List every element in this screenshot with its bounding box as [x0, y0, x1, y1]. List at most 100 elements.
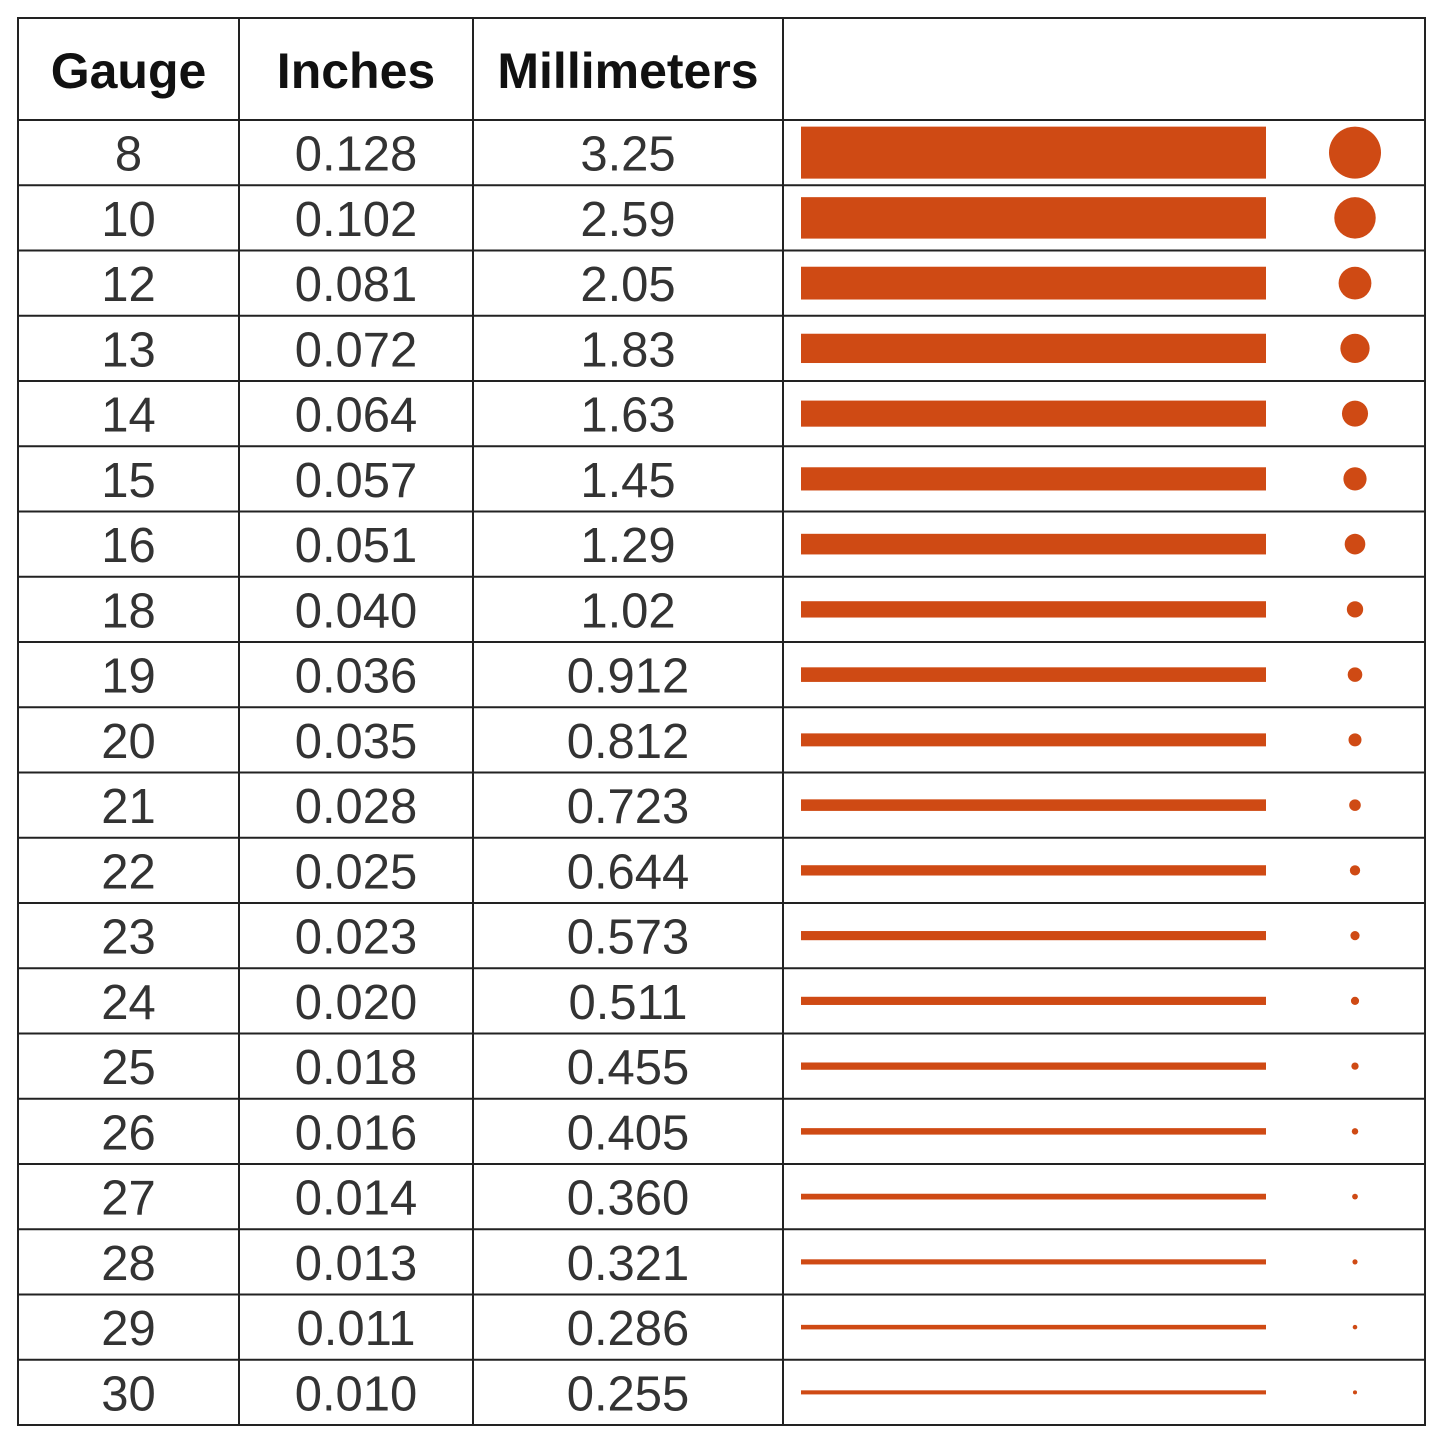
table-cell: 0.405 — [567, 1106, 690, 1160]
wire-dot — [1350, 996, 1360, 1005]
wire-dot — [1352, 1193, 1358, 1200]
table-cell: 0.255 — [567, 1367, 690, 1421]
table-cell: 0.011 — [297, 1302, 416, 1356]
wire-dot — [1344, 533, 1366, 555]
wire-dot — [1348, 733, 1362, 747]
table-cell: 12 — [101, 258, 156, 312]
table-cell: 8 — [115, 128, 142, 182]
table-cell: 1.45 — [580, 454, 675, 508]
table-cell: 0.723 — [567, 780, 690, 834]
wire-bar — [801, 1324, 1266, 1330]
table-cell: 0.020 — [295, 976, 418, 1030]
wire-dot — [1329, 126, 1381, 179]
table-cell: 0.018 — [295, 1041, 418, 1095]
wire-bar — [801, 996, 1266, 1005]
table-cell: 26 — [101, 1106, 156, 1160]
table-cell: 25 — [101, 1041, 156, 1095]
table-cell: 3.25 — [580, 128, 675, 182]
wire-dot — [1352, 1390, 1358, 1395]
table-cell: 2.59 — [580, 193, 675, 247]
table-cell: 23 — [101, 911, 156, 965]
wire-bar — [801, 799, 1266, 811]
wire-dot — [1340, 333, 1370, 364]
column-header: Millimeters — [497, 43, 758, 99]
table-cell: 0.321 — [567, 1237, 690, 1291]
table-cell: 0.013 — [295, 1237, 418, 1291]
table-cell: 0.912 — [567, 650, 690, 704]
table-cell: 30 — [101, 1367, 156, 1421]
table-cell: 1.63 — [580, 389, 675, 443]
table-cell: 0.286 — [567, 1302, 690, 1356]
table-cell: 1.83 — [580, 323, 675, 377]
wire-bar — [801, 1390, 1266, 1395]
column-header: Gauge — [51, 43, 207, 99]
table-cell: 0.360 — [567, 1172, 690, 1226]
column-header: Inches — [277, 43, 435, 99]
table-cell: 0.102 — [295, 193, 418, 247]
table-cell: 2.05 — [580, 258, 675, 312]
wire-dot — [1350, 931, 1360, 941]
table-cell: 13 — [101, 323, 156, 377]
wire-bar — [801, 467, 1266, 491]
table-cell: 0.128 — [295, 128, 418, 182]
wire-bar — [801, 1062, 1266, 1070]
wire-bar — [801, 266, 1266, 300]
wire-bar — [801, 197, 1266, 239]
table-cell: 19 — [101, 650, 156, 704]
wire-dot — [1352, 1259, 1358, 1265]
table-border — [17, 17, 1426, 1426]
table-cell: 15 — [101, 454, 156, 508]
wire-bar — [801, 865, 1266, 876]
wire-bar — [801, 333, 1266, 364]
table-cell: 24 — [101, 976, 156, 1030]
table-cell: 29 — [101, 1302, 156, 1356]
wire-dot — [1352, 1324, 1358, 1330]
table-cell: 0.057 — [295, 454, 418, 508]
table-cell: 0.051 — [295, 519, 418, 573]
table-cell: 0.573 — [567, 911, 690, 965]
table-cell: 0.812 — [567, 715, 690, 769]
wire-bar — [801, 931, 1266, 941]
wire-dot — [1346, 601, 1364, 618]
wire-bar — [801, 1193, 1266, 1200]
table-cell: 27 — [101, 1172, 156, 1226]
table-cell: 14 — [101, 389, 156, 443]
table-cell: 18 — [101, 584, 156, 638]
table-cell: 28 — [101, 1237, 156, 1291]
table-cell: 16 — [101, 519, 156, 573]
wire-dot — [1341, 400, 1369, 427]
table-cell: 10 — [101, 193, 156, 247]
wire-dot — [1349, 865, 1361, 876]
table-cell: 0.455 — [567, 1041, 690, 1095]
table-cell: 0.025 — [295, 845, 418, 899]
table-cell: 0.035 — [295, 715, 418, 769]
wire-dot — [1347, 667, 1363, 682]
table-cell: 0.028 — [295, 780, 418, 834]
wire-bar — [801, 1128, 1266, 1135]
table-cell: 0.016 — [295, 1106, 418, 1160]
wire-bar — [801, 601, 1266, 618]
table-cell: 21 — [101, 780, 156, 834]
wire-bar — [801, 733, 1266, 747]
wire-dot — [1351, 1128, 1359, 1135]
table-cell: 0.644 — [567, 845, 690, 899]
table-cell: 22 — [101, 845, 156, 899]
table-cell: 0.081 — [295, 258, 418, 312]
table-cell: 20 — [101, 715, 156, 769]
wire-bar — [801, 533, 1266, 555]
table-cell: 0.072 — [295, 323, 418, 377]
wire-bar — [801, 667, 1266, 682]
table-cell: 1.29 — [580, 519, 675, 573]
wire-bar — [801, 126, 1266, 179]
table-cell: 1.02 — [580, 584, 675, 638]
table-cell: 0.040 — [295, 584, 418, 638]
table-cell: 0.010 — [295, 1367, 418, 1421]
wire-dot — [1343, 467, 1367, 491]
wire-dot — [1351, 1062, 1359, 1070]
table-cell: 0.014 — [295, 1172, 418, 1226]
wire-dot — [1349, 799, 1361, 811]
wire-dot — [1338, 266, 1372, 300]
table-cell: 0.064 — [295, 389, 418, 443]
